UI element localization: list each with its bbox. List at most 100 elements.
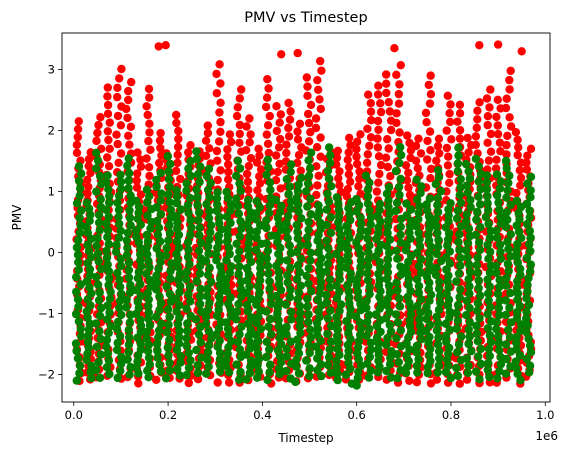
green-data-point xyxy=(303,294,312,304)
green-data-point xyxy=(495,346,504,355)
green-data-point xyxy=(431,214,441,224)
green-data-point xyxy=(433,166,443,175)
red-data-point xyxy=(433,141,443,151)
red-data-point xyxy=(284,123,293,133)
red-data-point xyxy=(445,109,454,118)
green-data-point xyxy=(295,315,304,324)
red-data-point xyxy=(435,149,444,158)
green-data-point xyxy=(93,156,103,165)
green-data-point xyxy=(186,230,195,240)
green-data-point xyxy=(522,327,531,337)
green-data-point xyxy=(95,327,104,336)
red-data-point xyxy=(113,83,122,93)
green-data-point xyxy=(262,239,271,248)
green-data-point xyxy=(105,191,114,201)
green-data-point xyxy=(294,342,303,351)
red-data-point xyxy=(462,375,472,384)
green-data-point xyxy=(132,285,141,295)
green-data-point xyxy=(195,269,205,278)
green-data-point xyxy=(96,195,106,204)
green-data-point xyxy=(73,354,83,363)
green-data-point xyxy=(202,313,211,322)
green-data-point xyxy=(352,281,362,290)
red-data-point xyxy=(113,139,122,149)
green-data-point xyxy=(323,166,333,175)
green-data-point xyxy=(366,338,376,347)
green-data-point xyxy=(383,294,392,303)
green-data-point xyxy=(117,289,126,299)
green-data-point xyxy=(102,342,111,351)
green-data-point xyxy=(343,257,353,266)
green-data-point xyxy=(112,240,121,249)
green-data-point xyxy=(175,313,184,323)
green-data-point xyxy=(184,164,193,173)
green-data-point xyxy=(325,283,335,292)
green-data-point xyxy=(94,358,103,367)
green-data-point xyxy=(152,271,161,280)
red-data-point xyxy=(475,41,484,50)
green-data-point xyxy=(417,335,426,344)
green-data-point xyxy=(114,233,124,242)
green-data-point xyxy=(436,187,446,196)
red-data-point xyxy=(104,162,114,171)
green-data-point xyxy=(455,245,464,255)
red-data-point xyxy=(502,150,511,159)
green-data-point xyxy=(222,256,231,265)
red-data-point xyxy=(203,121,212,130)
green-data-point xyxy=(303,240,312,250)
green-data-point xyxy=(295,322,305,331)
red-data-point xyxy=(522,158,531,167)
green-data-point xyxy=(143,211,152,220)
green-data-point xyxy=(244,239,253,248)
red-data-point xyxy=(442,143,452,153)
red-data-point xyxy=(486,147,496,156)
green-data-point xyxy=(363,234,372,243)
red-data-point xyxy=(294,150,304,160)
green-data-point xyxy=(95,373,105,382)
green-data-point xyxy=(172,249,181,259)
green-data-point xyxy=(285,241,294,250)
green-data-point xyxy=(292,355,301,365)
green-data-point xyxy=(223,349,232,358)
red-data-point xyxy=(492,155,501,164)
red-data-point xyxy=(392,118,401,128)
green-data-point xyxy=(364,262,373,271)
green-data-point xyxy=(463,239,473,248)
green-data-point xyxy=(272,231,281,241)
green-data-point xyxy=(462,354,471,363)
red-data-point xyxy=(312,143,322,152)
green-data-point xyxy=(262,170,271,180)
green-data-point xyxy=(441,319,450,328)
green-data-point xyxy=(484,289,493,298)
green-data-point xyxy=(292,274,302,284)
red-data-point xyxy=(363,124,372,133)
green-data-point xyxy=(106,287,115,297)
green-data-point xyxy=(322,205,331,214)
green-data-point xyxy=(434,305,444,314)
red-data-point xyxy=(224,175,233,184)
green-data-point xyxy=(103,315,112,324)
green-data-point xyxy=(176,281,185,291)
green-data-point xyxy=(103,171,112,180)
red-data-point xyxy=(486,85,495,94)
red-data-point xyxy=(395,80,404,89)
green-data-point xyxy=(484,205,493,215)
green-data-point xyxy=(512,345,521,354)
green-data-point xyxy=(333,375,342,385)
green-data-point xyxy=(126,191,135,200)
green-data-point xyxy=(245,233,254,242)
green-data-point xyxy=(165,335,174,345)
green-data-point xyxy=(224,243,234,253)
green-data-point xyxy=(256,276,265,285)
green-data-point xyxy=(174,243,184,252)
green-data-point xyxy=(263,375,272,385)
red-data-point xyxy=(523,151,532,160)
red-data-point xyxy=(303,91,312,101)
green-data-point xyxy=(221,281,231,290)
green-data-point xyxy=(185,282,195,291)
green-data-point xyxy=(104,185,113,194)
x-tick-label: 0.4 xyxy=(253,408,271,422)
green-data-point xyxy=(363,269,372,278)
green-data-point xyxy=(267,299,276,309)
red-data-point xyxy=(214,137,224,146)
